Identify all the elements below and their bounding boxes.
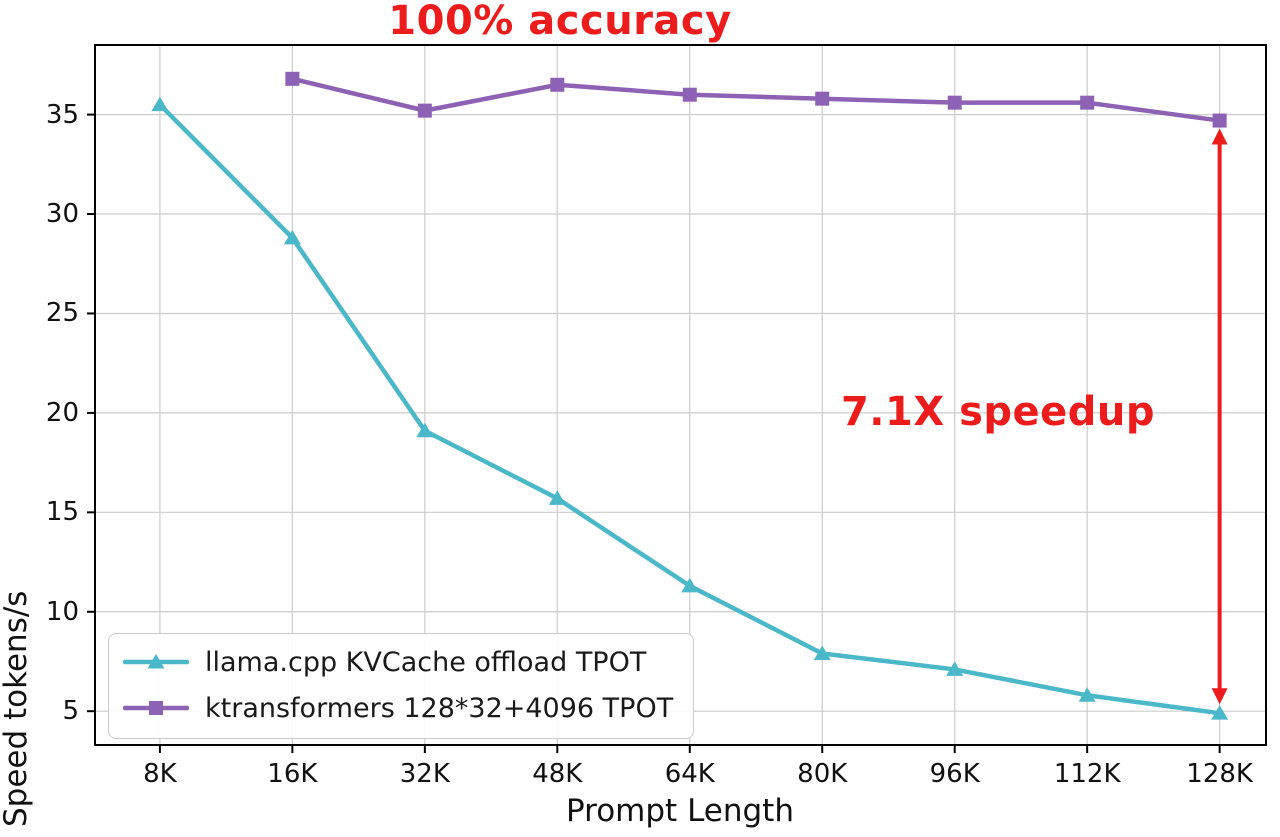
- legend-entry: llama.cpp KVCache offload TPOT: [122, 642, 673, 682]
- series-0: [151, 96, 1229, 720]
- legend-entry: ktransformers 128*32+4096 TPOT: [122, 688, 674, 728]
- y-tick-label: 30: [45, 199, 79, 230]
- y-tick-label: 35: [45, 99, 79, 130]
- x-axis-label: Prompt Length: [566, 793, 794, 829]
- series-1: [285, 71, 1227, 128]
- y-tick-label: 15: [45, 497, 79, 528]
- legend: llama.cpp KVCache offload TPOT ktransfor…: [108, 633, 695, 739]
- x-tick-label: 8K: [143, 759, 177, 789]
- x-tick-label: 80K: [797, 759, 848, 789]
- x-tick-label: 112K: [1053, 759, 1121, 789]
- y-tick-label: 5: [62, 696, 79, 727]
- plot-background: [95, 45, 1266, 745]
- x-tick-label: 96K: [929, 759, 980, 789]
- tick-marks: [87, 113, 1221, 753]
- speedup-annotation: 7.1X speedup: [840, 389, 1156, 435]
- y-tick-label: 10: [45, 596, 79, 627]
- accuracy-annotation: 100% accuracy: [388, 0, 732, 44]
- speedup-arrow: [1211, 128, 1228, 705]
- y-tick-label: 20: [45, 397, 79, 428]
- legend-line-square-icon: [122, 695, 190, 721]
- x-tick-label: 128K: [1186, 759, 1253, 789]
- x-tick-label: 16K: [267, 759, 318, 789]
- x-tick-label: 64K: [664, 759, 715, 789]
- legend-line-triangle-icon: [122, 649, 190, 675]
- x-tick-label: 48K: [532, 759, 583, 789]
- x-tick-label: 32K: [399, 759, 450, 789]
- legend-label: llama.cpp KVCache offload TPOT: [205, 646, 647, 678]
- legend-label: ktransformers 128*32+4096 TPOT: [205, 692, 674, 724]
- y-tick-label: 25: [45, 298, 79, 329]
- plot-border: [94, 44, 1267, 746]
